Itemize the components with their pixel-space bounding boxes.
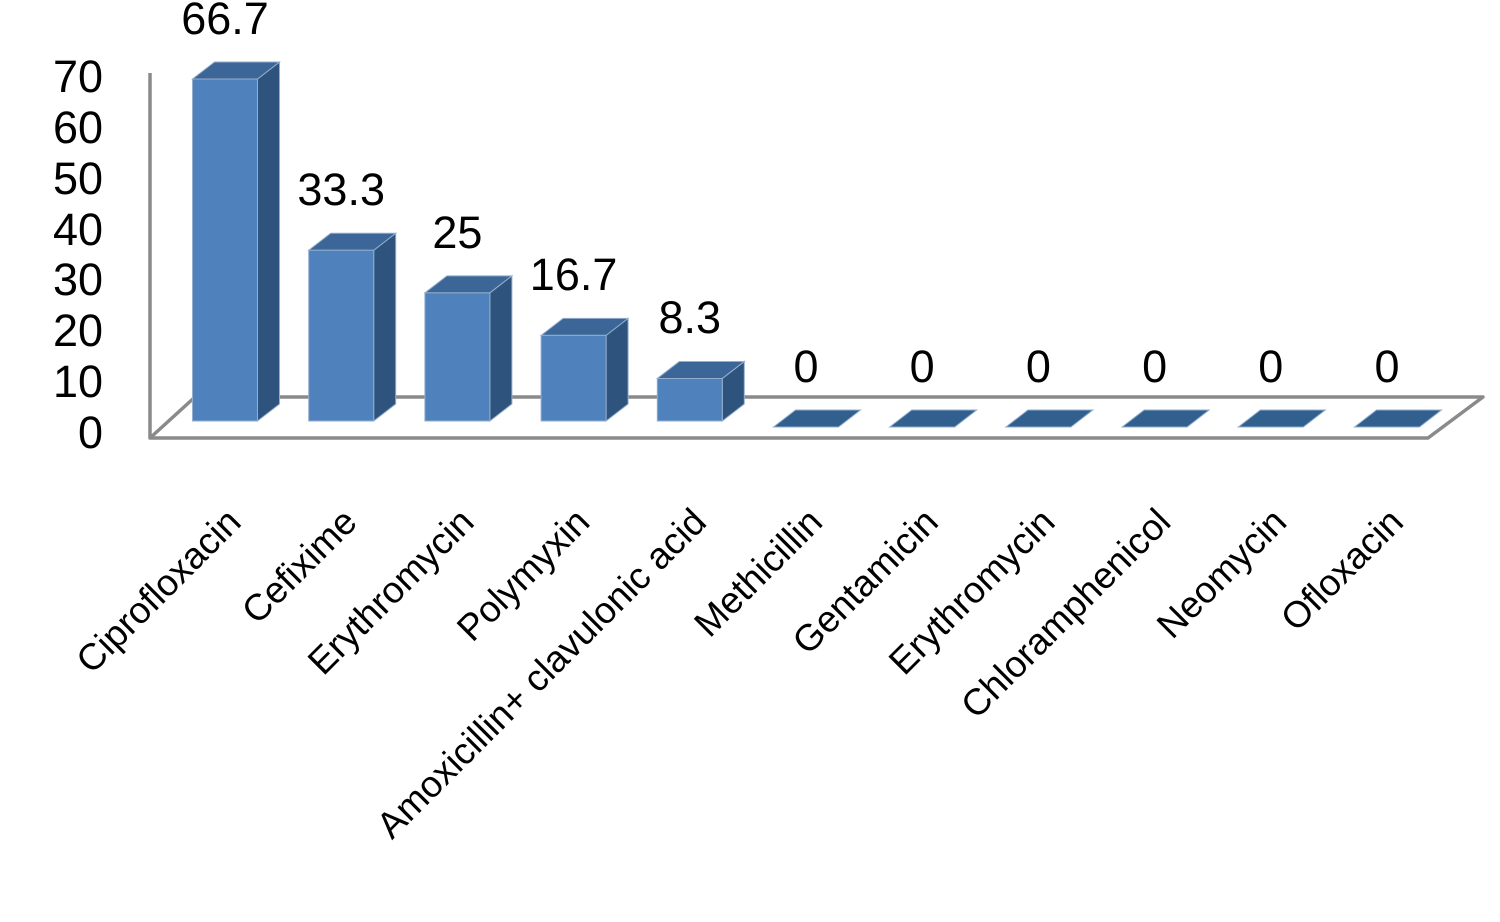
bar-3d-Chloramphenicol xyxy=(1120,409,1211,428)
bar-value-label: 0 xyxy=(793,341,819,392)
bar-side-face xyxy=(373,232,397,423)
bar-value-label: 16.7 xyxy=(529,249,618,301)
bar-value-label: 8.3 xyxy=(658,292,722,344)
y-axis-tick-label: 0 xyxy=(77,407,103,458)
bar-3d-Erythromycin xyxy=(423,274,514,423)
bar-3d-Polymyxin xyxy=(539,317,630,423)
bar-front-face xyxy=(308,249,375,422)
zero-bar-slab xyxy=(1236,409,1327,428)
bar-value-label: 66.7 xyxy=(181,0,269,44)
bar-value-label: 0 xyxy=(1258,341,1284,392)
bar-3d-Amoxicillin+ clavulonic acid xyxy=(655,360,746,423)
bar-front-face xyxy=(540,334,607,422)
bar-3d-Cefixime xyxy=(307,232,398,423)
bar-3d-Methicillin xyxy=(772,409,862,428)
zero-bar-slab xyxy=(1353,409,1443,428)
bar-front-face xyxy=(192,78,258,422)
bar-value-label: 0 xyxy=(1142,341,1168,392)
bar-3d-Gentamicin xyxy=(888,409,979,428)
zero-bar-slab xyxy=(772,409,862,428)
bar-3d-Erythromycin xyxy=(1004,409,1095,428)
bar-value-label: 33.3 xyxy=(297,164,385,216)
zero-bar-slab xyxy=(1004,409,1095,428)
bar-3d-Ofloxacin xyxy=(1353,409,1443,428)
y-axis-tick-label: 60 xyxy=(52,101,103,153)
y-axis-tick-label: 40 xyxy=(52,203,103,255)
bar-value-label: 0 xyxy=(909,341,935,392)
y-axis-tick-label: 30 xyxy=(52,254,103,306)
bar-value-label: 25 xyxy=(432,206,483,258)
y-axis-tick-label: 50 xyxy=(52,152,103,204)
bar-value-label: 0 xyxy=(1374,341,1400,392)
zero-bar-slab xyxy=(888,409,979,428)
bar-side-face xyxy=(257,60,280,423)
bar-3d-Neomycin xyxy=(1236,409,1327,428)
bar-front-face xyxy=(656,377,723,422)
bar-front-face xyxy=(424,292,491,422)
y-axis-tick-label: 70 xyxy=(52,50,103,102)
zero-bar-slab xyxy=(1120,409,1211,428)
bar-value-label: 0 xyxy=(1025,341,1051,392)
bar-3d-Ciprofloxacin xyxy=(191,60,281,423)
y-axis-tick-label: 10 xyxy=(52,356,103,408)
y-axis-tick-label: 20 xyxy=(52,305,103,357)
